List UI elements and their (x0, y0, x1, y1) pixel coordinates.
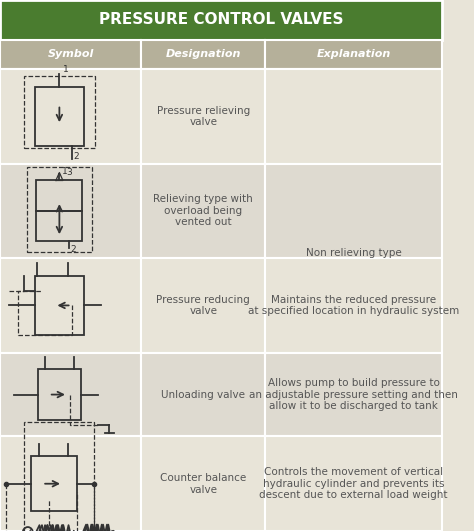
Text: 1: 1 (62, 167, 67, 176)
Bar (265, 40, 442, 69)
Text: PRESSURE CONTROL VALVES: PRESSURE CONTROL VALVES (99, 12, 343, 28)
Text: Allows pump to build pressure to
an adjustable pressure setting and then
allow i: Allows pump to build pressure to an adju… (249, 378, 458, 411)
Bar (265, 69, 442, 164)
Text: 1: 1 (63, 65, 69, 74)
Text: 3: 3 (66, 168, 72, 177)
Bar (0, 0, 442, 40)
Bar (35, 87, 84, 145)
Text: Symbol: Symbol (47, 49, 94, 59)
Bar (0, 164, 141, 258)
Bar (0, 258, 141, 353)
Bar (24, 422, 94, 531)
Bar (141, 40, 265, 69)
Bar (0, 353, 141, 436)
Bar (0, 436, 141, 531)
Text: Pressure reducing
valve: Pressure reducing valve (156, 295, 250, 316)
Bar (265, 258, 442, 353)
Bar (36, 211, 82, 241)
Bar (265, 353, 442, 436)
Text: Designation: Designation (165, 49, 241, 59)
Bar (24, 76, 95, 148)
Bar (0, 40, 141, 69)
Text: Explanation: Explanation (316, 49, 391, 59)
Bar (141, 258, 265, 353)
Bar (0, 69, 141, 164)
Bar (31, 456, 77, 511)
Bar (35, 276, 84, 335)
Bar (36, 181, 82, 211)
Text: Pressure relieving
valve: Pressure relieving valve (156, 106, 250, 127)
Bar (27, 167, 91, 252)
Text: Controls the movement of vertical
hydraulic cylinder and prevents its
descent du: Controls the movement of vertical hydrau… (259, 467, 448, 500)
Bar (265, 436, 442, 531)
Text: Non relieving type: Non relieving type (306, 248, 401, 258)
Bar (141, 353, 265, 436)
Text: 2: 2 (71, 245, 76, 254)
Bar (141, 164, 265, 258)
Text: Relieving type with
overload being
vented out: Relieving type with overload being vente… (154, 194, 253, 227)
Bar (265, 164, 442, 258)
Text: 2: 2 (74, 152, 79, 161)
Bar (141, 436, 265, 531)
Bar (38, 369, 81, 420)
Text: Maintains the reduced pressure
at specified location in hydraulic system: Maintains the reduced pressure at specif… (248, 295, 459, 316)
Text: Unloading valve: Unloading valve (161, 390, 245, 399)
Text: Counter balance
valve: Counter balance valve (160, 473, 246, 494)
Bar (141, 69, 265, 164)
